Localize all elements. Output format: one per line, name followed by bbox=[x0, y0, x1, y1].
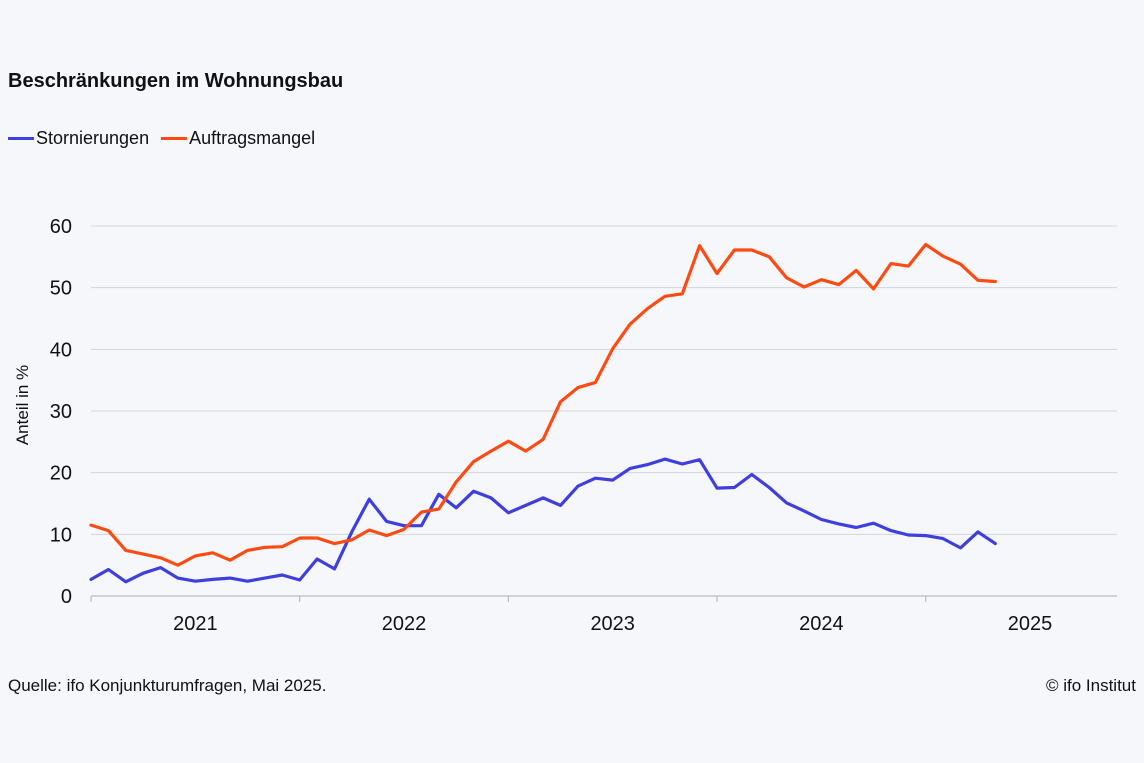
y-tick-label: 60 bbox=[50, 216, 72, 238]
grid-lines bbox=[91, 225, 1117, 535]
y-tick-label: 50 bbox=[50, 278, 72, 300]
copyright-note: © ifo Institut bbox=[1045, 676, 1136, 695]
legend-swatch-auftragsmangel bbox=[161, 137, 188, 140]
legend-item-stornierungen: Stornierungen bbox=[8, 128, 149, 149]
x-tick-label: 2021 bbox=[173, 613, 218, 635]
x-tick-label: 2022 bbox=[382, 613, 427, 635]
source-note: Quelle: ifo Konjunkturumfragen, Mai 2025… bbox=[8, 676, 327, 695]
chart-title: Beschränkungen im Wohnungsbau bbox=[8, 70, 344, 92]
legend: Stornierungen Auftragsmangel bbox=[8, 128, 327, 149]
series-line-auftragsmangel bbox=[89, 242, 997, 567]
axes: 0 10 20 30 40 50 60 2021 2022 2023 2024 2025 bbox=[50, 216, 1117, 635]
y-axis-label: Anteil in % bbox=[13, 365, 32, 445]
y-tick-label: 20 bbox=[50, 463, 72, 485]
x-tick-label: 2024 bbox=[799, 613, 844, 635]
x-tick-label: 2025 bbox=[1008, 613, 1053, 635]
y-tick-label: 40 bbox=[50, 339, 72, 361]
legend-item-auftragsmangel: Auftragsmangel bbox=[161, 128, 315, 149]
y-tick-label: 30 bbox=[50, 401, 72, 423]
series-lines bbox=[89, 242, 997, 584]
legend-label-auftragsmangel: Auftragsmangel bbox=[189, 128, 316, 148]
y-tick-label: 10 bbox=[50, 524, 72, 546]
x-tick-label: 2023 bbox=[590, 613, 635, 635]
y-tick-label: 0 bbox=[61, 586, 72, 608]
legend-label-stornierungen: Stornierungen bbox=[36, 128, 150, 148]
series-line-stornierungen bbox=[89, 457, 997, 584]
legend-swatch-stornierungen bbox=[8, 137, 34, 140]
